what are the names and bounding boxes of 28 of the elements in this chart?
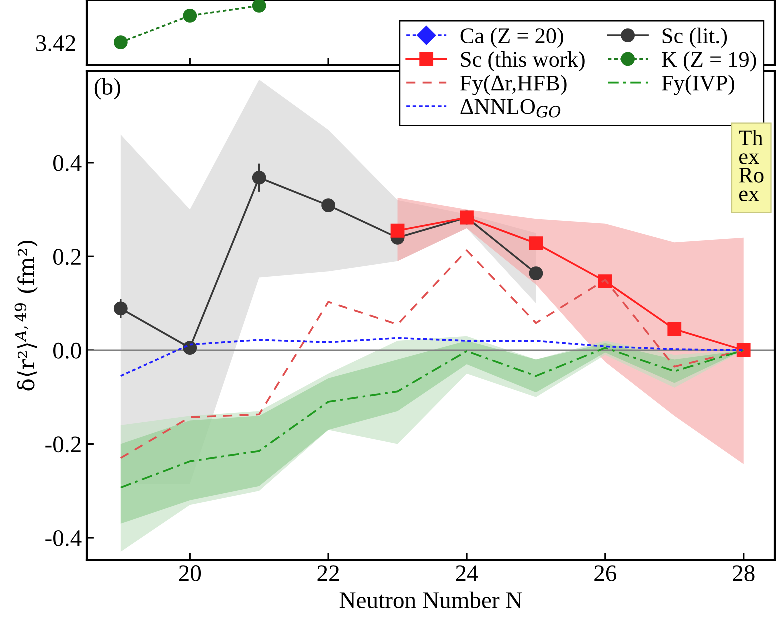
point	[736, 343, 751, 358]
legend-label: Ca (Z = 20)	[460, 28, 564, 48]
legend-label: K (Z = 19)	[662, 52, 756, 72]
legend-label: Sc (lit.)	[662, 28, 728, 48]
point	[529, 266, 544, 280]
y-tick-label: 0.0	[54, 342, 82, 359]
y-tick-label: -0.4	[46, 530, 82, 546]
y-tick-label: 0.2	[54, 249, 81, 266]
x-tick-label: 28	[733, 566, 755, 582]
x-axis-title: Neutron Number N	[340, 592, 522, 608]
text: 3.42	[36, 36, 76, 52]
point	[390, 224, 405, 238]
legend-label: Sc (this work)	[461, 52, 585, 72]
annotation: (b)	[94, 78, 120, 100]
y-axis-title: δ⟨r²⟩$^{A,49}$ (fm²)	[14, 241, 38, 391]
legend-label: ΔNNLO$_{GO}$	[460, 99, 561, 118]
y-tick-label: 0.4	[54, 155, 82, 172]
legend-label: Fy(IVP)	[662, 75, 734, 96]
point	[322, 198, 336, 212]
y-tick-label: -0.2	[46, 436, 81, 453]
x-tick-label: 22	[318, 566, 340, 582]
x-tick-label: 20	[179, 566, 202, 582]
annotation: Th ex Ro ex	[739, 130, 764, 202]
point	[668, 322, 682, 336]
legend-label: Fy(Δr,HFB)	[460, 75, 567, 96]
x-tick-label: 26	[594, 566, 617, 582]
point	[529, 236, 544, 250]
x-tick-label: 24	[456, 566, 478, 582]
